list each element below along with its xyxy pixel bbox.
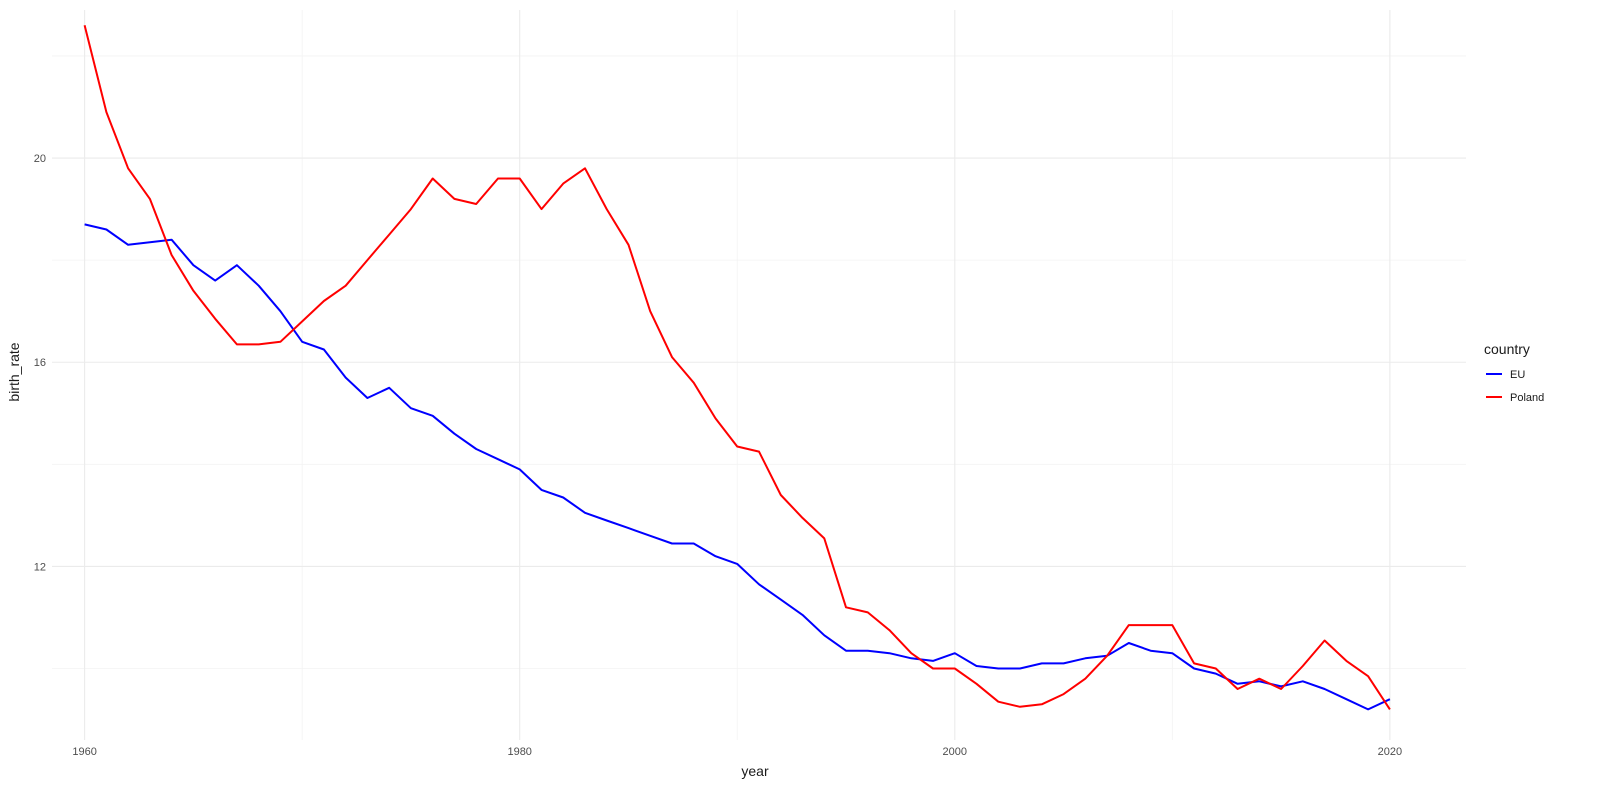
y-axis-title: birth_rate (6, 342, 22, 401)
y-tick-label: 12 (34, 561, 46, 573)
series-line-eu (84, 223, 1391, 711)
legend-label-eu: EU (1510, 369, 1525, 381)
x-tick-label: 1960 (72, 746, 96, 758)
legend-title: country (1484, 341, 1530, 357)
x-tick-label: 2000 (943, 746, 967, 758)
legend-label-poland: Poland (1510, 392, 1544, 404)
x-axis-title: year (741, 763, 769, 779)
series-line-poland (83, 25, 1391, 710)
y-tick-label: 16 (34, 357, 46, 369)
y-axis-tick-labels: 12 16 20 (34, 153, 46, 573)
y-tick-label: 20 (34, 153, 46, 165)
legend: country EU Poland (1484, 341, 1544, 404)
legend-items: EU Poland (1486, 369, 1544, 404)
x-axis-tick-labels: 1960 1980 2000 2020 (72, 746, 1402, 758)
minor-gridlines (52, 10, 1466, 740)
x-tick-label: 2020 (1378, 746, 1402, 758)
series-layer (83, 25, 1391, 711)
x-tick-label: 1980 (507, 746, 531, 758)
major-gridlines (52, 10, 1466, 740)
